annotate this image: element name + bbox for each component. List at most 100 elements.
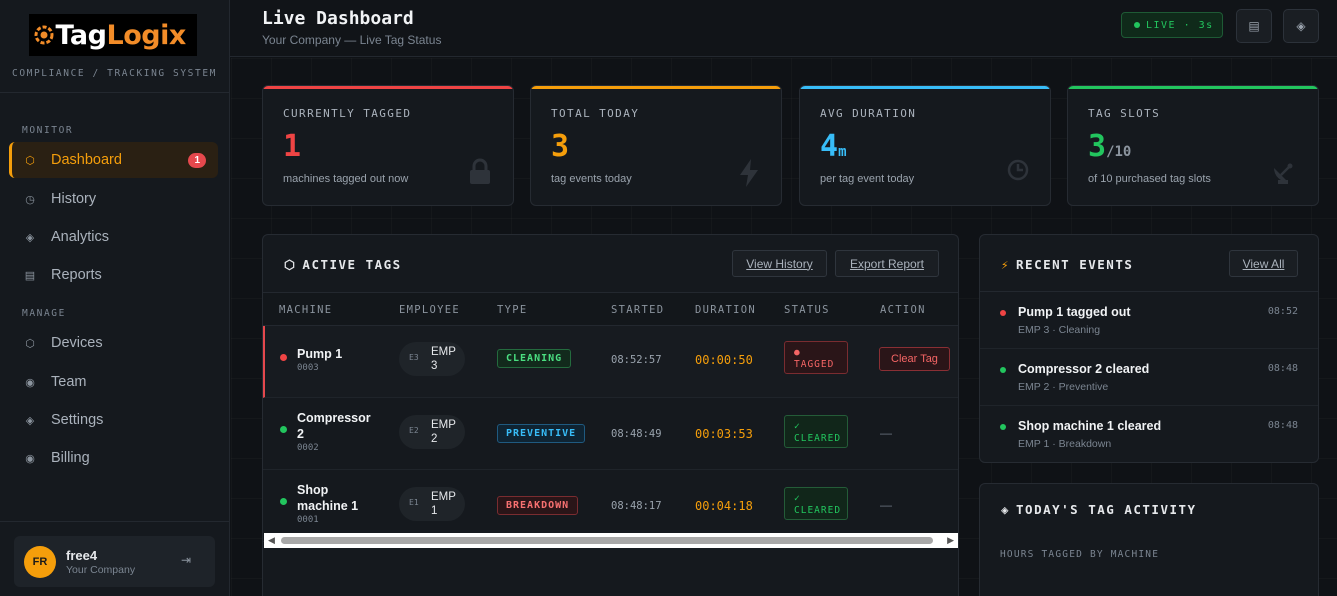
column-header[interactable]: STARTED <box>611 304 665 316</box>
list-icon: ▤ <box>1248 19 1260 33</box>
stat-card-tag-slots: TAG SLOTS 3/10 of 10 purchased tag slots <box>1067 85 1319 206</box>
sidebar-item-devices[interactable]: ⬡ Devices <box>9 325 218 361</box>
brand-tagline: COMPLIANCE / TRACKING SYSTEM <box>12 68 217 79</box>
event-item[interactable]: Shop machine 1 cleared EMP 1 · Breakdown… <box>980 406 1318 462</box>
diamond-icon: ◈ <box>1296 19 1306 33</box>
sidebar-item-dashboard[interactable]: ⬡ Dashboard 1 <box>9 142 218 178</box>
view-all-button[interactable]: View All <box>1229 250 1298 277</box>
avatar: FR <box>24 545 56 578</box>
event-subtitle: EMP 1 · Breakdown <box>1018 438 1112 450</box>
sidebar: TagLogix COMPLIANCE / TRACKING SYSTEM MO… <box>0 0 230 596</box>
page-subtitle: Your Company — Live Tag Status <box>262 33 442 47</box>
type-badge: BREAKDOWN <box>497 496 579 515</box>
stat-number: 3 <box>1088 129 1107 164</box>
view-history-button[interactable]: View History <box>732 250 827 277</box>
table-row[interactable]: Pump 1 0003 E3 EMP 3 CLEANING 08:52:57 0… <box>263 326 958 398</box>
user-info: free4 Your Company <box>66 548 135 576</box>
employee-initials: E1 <box>409 498 419 507</box>
stat-desc: per tag event today <box>820 173 915 185</box>
event-time: 08:48 <box>1267 363 1298 374</box>
sidebar-item-team[interactable]: ◉ Team <box>9 364 218 400</box>
sidebar-item-analytics[interactable]: ◈ Analytics <box>9 219 218 255</box>
logo-text-part1: Tag <box>55 19 107 51</box>
event-item[interactable]: Pump 1 tagged out EMP 3 · Cleaning 08:52 <box>980 292 1318 349</box>
sidebar-item-label: Dashboard <box>51 152 122 168</box>
status-badge: ✓ CLEARED <box>784 487 848 520</box>
no-action: — <box>880 426 892 440</box>
status-dot-icon <box>280 354 287 361</box>
sidebar-item-label: Billing <box>51 450 90 466</box>
started-time: 08:48:17 <box>611 500 662 512</box>
event-title: Pump 1 tagged out <box>1018 305 1131 319</box>
list-view-button[interactable]: ▤ <box>1236 9 1272 43</box>
table-row[interactable]: Shop machine 1 0001 E1 EMP 1 BREAKDOWN 0… <box>263 470 958 542</box>
sidebar-item-settings[interactable]: ◈ Settings <box>9 402 218 438</box>
event-time: 08:48 <box>1267 420 1298 431</box>
lightning-icon <box>737 158 761 195</box>
type-badge: PREVENTIVE <box>497 424 586 443</box>
divider <box>980 291 1318 292</box>
stat-card-avg-duration: AVG DURATION 4m per tag event today <box>799 85 1051 206</box>
export-report-button[interactable]: Export Report <box>835 250 939 277</box>
circle-dot-icon: ◉ <box>25 376 35 389</box>
stat-unit: m <box>838 144 847 160</box>
top-header: Live Dashboard Your Company — Live Tag S… <box>230 0 1337 57</box>
employee-initials: E2 <box>409 426 419 435</box>
stat-value: 3/10 <box>1088 129 1131 164</box>
list-icon: ▤ <box>24 269 36 282</box>
column-header[interactable]: TYPE <box>497 304 528 316</box>
sidebar-item-label: Devices <box>51 335 103 351</box>
event-subtitle: EMP 2 · Preventive <box>1018 381 1109 393</box>
lock-icon <box>467 158 493 193</box>
clear-tag-button[interactable]: Clear Tag <box>879 347 950 371</box>
column-header[interactable]: STATUS <box>784 304 830 316</box>
checkmark-icon: ✓ <box>794 493 801 504</box>
clock-icon <box>1006 158 1030 189</box>
event-subtitle: EMP 3 · Cleaning <box>1018 324 1101 336</box>
logo[interactable]: TagLogix <box>28 14 197 56</box>
user-card[interactable]: FR free4 Your Company ⇥ <box>14 536 215 587</box>
settings-button[interactable]: ◈ <box>1283 9 1319 43</box>
scroll-right-icon[interactable]: ▶ <box>947 535 954 545</box>
stat-card-total-today: TOTAL TODAY 3 tag events today <box>530 85 782 206</box>
employee-chip: E1 EMP 1 <box>399 487 465 521</box>
horizontal-scrollbar[interactable]: ◀ ▶ <box>264 533 958 548</box>
sidebar-item-label: History <box>51 191 97 207</box>
sidebar-item-history[interactable]: ◷ History <box>9 181 218 217</box>
live-dot-icon <box>1134 22 1140 28</box>
stat-number: 1 <box>283 129 302 164</box>
clock-icon: ◷ <box>25 193 35 206</box>
event-time: 08:52 <box>1267 306 1298 317</box>
sidebar-item-reports[interactable]: ▤ Reports <box>9 257 218 293</box>
logout-icon[interactable]: ⇥ <box>180 553 191 567</box>
stat-label: AVG DURATION <box>820 107 917 120</box>
scrollbar-thumb[interactable] <box>281 537 933 544</box>
column-header[interactable]: MACHINE <box>279 304 333 316</box>
sidebar-item-billing[interactable]: ◉ Billing <box>9 440 218 476</box>
hexagon-icon: ⬡ <box>25 337 35 350</box>
machine-code: 0002 <box>297 443 319 453</box>
recent-events-title: ⚡ RECENT EVENTS <box>1001 257 1133 272</box>
event-dot-icon <box>1000 367 1006 373</box>
status-badge: ✓ CLEARED <box>784 415 848 448</box>
status-dot-icon: ● <box>794 347 801 358</box>
lightning-icon: ⚡ <box>1001 257 1011 272</box>
table-row[interactable]: Compressor 2 0002 E2 EMP 2 PREVENTIVE 08… <box>263 398 958 470</box>
column-header[interactable]: EMPLOYEE <box>399 304 460 316</box>
employee-name: EMP 2 <box>431 419 456 445</box>
brand: TagLogix COMPLIANCE / TRACKING SYSTEM <box>0 0 229 93</box>
event-title: Compressor 2 cleared <box>1018 362 1150 376</box>
column-header[interactable]: DURATION <box>695 304 756 316</box>
diamond-icon: ◈ <box>25 414 35 427</box>
event-item[interactable]: Compressor 2 cleared EMP 2 · Preventive … <box>980 349 1318 406</box>
machine-name: Compressor 2 <box>297 411 371 441</box>
nav-section-monitor: MONITOR <box>22 125 74 136</box>
panel-title-text: ACTIVE TAGS <box>302 257 402 272</box>
event-dot-icon <box>1000 310 1006 316</box>
scroll-left-icon[interactable]: ◀ <box>268 535 275 545</box>
tag-activity-title: ◈ TODAY'S TAG ACTIVITY <box>1001 502 1197 517</box>
tag-activity-panel: ◈ TODAY'S TAG ACTIVITY HOURS TAGGED BY MA… <box>979 483 1319 596</box>
column-header[interactable]: ACTION <box>880 304 926 316</box>
sidebar-item-label: Team <box>51 374 87 390</box>
circle-dot-icon: ◉ <box>25 452 35 465</box>
